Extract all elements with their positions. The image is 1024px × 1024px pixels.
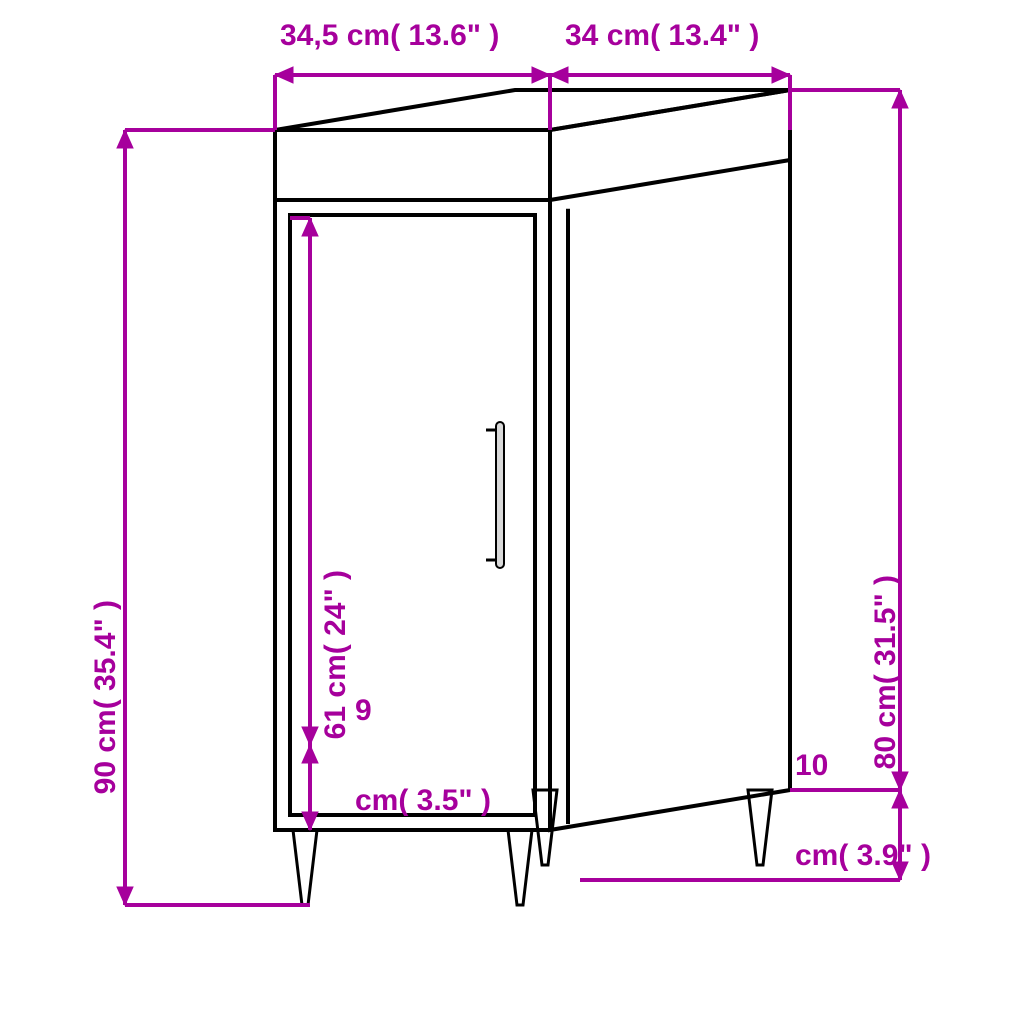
- door-handle: [496, 422, 504, 568]
- dim-height-10: 10: [795, 749, 828, 782]
- dim-width-label: 34,5 cm( 13.6" ): [280, 19, 499, 52]
- dim-depth-label: 34 cm( 13.4" ): [565, 19, 759, 52]
- dim-height-9: 9: [355, 694, 372, 727]
- dim-height-10: cm( 3.9" ): [795, 839, 931, 872]
- dim-height-80: 80 cm( 31.5" ): [869, 575, 902, 769]
- dim-height-90: 90 cm( 35.4" ): [89, 600, 122, 794]
- dim-height-61: 61 cm( 24" ): [319, 570, 352, 739]
- dim-height-9: cm( 3.5" ): [355, 784, 491, 817]
- cabinet-drawing: [275, 90, 790, 905]
